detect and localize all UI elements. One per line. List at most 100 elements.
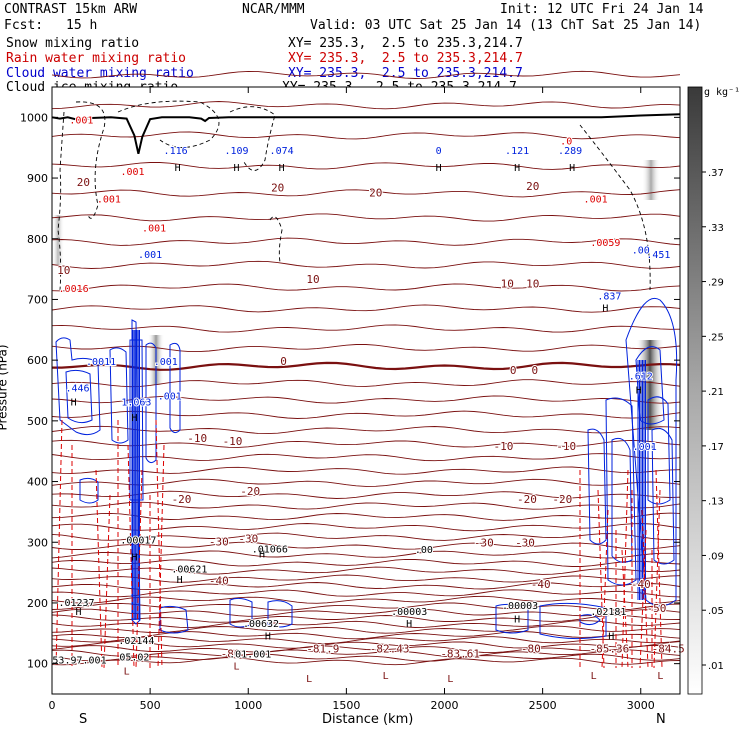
valid-time: Valid: 03 UTC Sat 25 Jan 14 (13 ChT Sat …	[310, 18, 702, 33]
rain-label: .0	[560, 137, 572, 148]
snow-label: .00003	[502, 601, 538, 612]
high-marker: H	[259, 549, 265, 560]
rain-contour	[601, 509, 609, 669]
cloud-water-label: .00	[632, 245, 650, 256]
high-marker: H	[514, 163, 520, 174]
temperature-label: -83.61	[440, 648, 480, 661]
isotherm-line	[51, 283, 681, 292]
forecast-hour: 15 h	[66, 18, 98, 33]
snow-contour	[57, 111, 65, 291]
low-marker: L	[591, 671, 597, 682]
colorbar-tick-label: .09	[708, 551, 724, 562]
cloud-water-contour	[605, 397, 637, 586]
temperature-label: -80	[221, 648, 241, 661]
temperature-label: 20	[526, 180, 539, 193]
y-tick-label: 700	[27, 293, 48, 306]
cloud-water-label: .001	[154, 357, 178, 368]
cloud-water-contour	[65, 369, 93, 424]
low-marker: L	[657, 671, 663, 682]
temperature-label: 10	[57, 264, 70, 277]
north-end-label: N	[656, 712, 666, 727]
y-tick-label: 1000	[20, 111, 48, 124]
isotherm-line	[51, 614, 681, 623]
snow-label: .00	[415, 545, 433, 556]
y-tick-label: 300	[27, 536, 48, 549]
cloud-water-label: .612	[629, 372, 653, 383]
cloud-water-contour	[169, 342, 181, 434]
cloud-water-label: .074	[270, 146, 294, 157]
temperature-label: -80	[521, 643, 541, 656]
temperature-label: -85.36	[590, 643, 630, 656]
snow-label: .00621	[171, 565, 207, 576]
field-cloud-water-name: Cloud water mixing ratio	[6, 66, 194, 81]
y-tick-label: 800	[27, 233, 48, 246]
cloud-water-label: .289	[558, 146, 582, 157]
cloud-water-contour	[579, 614, 601, 626]
isotherm-line	[51, 631, 681, 640]
cloud-water-label: .0011	[86, 357, 116, 368]
terrain-line	[51, 113, 681, 155]
temperature-label: -82.43	[370, 643, 410, 656]
colorbar-tick-label: .01	[708, 661, 724, 672]
colorbar-tick-label: .33	[708, 223, 724, 234]
cloud-water-label: .837	[597, 291, 621, 302]
rain-contour	[655, 469, 663, 669]
temperature-label: -40	[631, 578, 651, 591]
cloud-water-label: .001	[633, 442, 657, 453]
high-marker: H	[265, 631, 271, 642]
isotherm-line	[51, 566, 681, 575]
high-marker: H	[71, 398, 77, 409]
isotherm-line	[51, 237, 681, 246]
cloud-water-label: .001	[158, 392, 182, 403]
isotherm-line	[51, 532, 681, 541]
y-tick-label: 100	[27, 658, 48, 671]
high-marker: H	[436, 163, 442, 174]
isotherm-line	[51, 550, 681, 559]
rain-contour	[621, 549, 629, 669]
rain-label: .001	[120, 167, 144, 178]
cloud-water-contour	[587, 428, 607, 545]
field-rain-name: Rain water mixing ratio	[6, 51, 187, 66]
snow-label: .00017	[120, 536, 156, 547]
snow-contour	[579, 124, 651, 291]
isotherm-line	[51, 501, 681, 510]
init-time: Init: 12 UTC Fri 24 Jan 14	[500, 2, 704, 17]
temperature-label: 10	[501, 277, 514, 290]
isotherm-line	[51, 574, 681, 583]
field-snow-xy: XY= 235.3, 2.5 to 235.3,214.7	[288, 36, 523, 51]
isotherm-line	[51, 608, 681, 617]
temperature-label: 20	[77, 176, 90, 189]
cloud-water-label: .121	[505, 146, 529, 157]
low-marker: L	[124, 667, 130, 678]
low-marker: L	[306, 674, 312, 685]
cloud-water-label: .451	[646, 250, 670, 261]
snow-label: .01066	[252, 545, 288, 556]
rain-label: .001	[69, 115, 93, 126]
rain-contour	[103, 494, 111, 669]
center-label: NCAR/MMM	[242, 2, 305, 17]
temperature-label: -10	[223, 435, 243, 448]
snow-label: .02181	[590, 607, 626, 618]
rain-label: .001	[97, 194, 121, 205]
high-marker: H	[279, 163, 285, 174]
rain-contour	[127, 444, 135, 669]
south-end-label: S	[79, 712, 88, 727]
temperature-label: 20	[271, 181, 284, 194]
rain-contour	[621, 469, 629, 669]
isotherm-line	[51, 558, 681, 567]
isotherm-line	[51, 657, 681, 666]
temperature-label: -10	[493, 440, 513, 453]
rain-label: .001	[142, 224, 166, 235]
snow-label: .01237	[58, 598, 94, 609]
isotherm-line	[51, 70, 681, 79]
cloud-water-contour	[229, 597, 253, 628]
y-tick-label: 400	[27, 476, 48, 489]
y-axis-label: Pressure (hPa)	[0, 344, 10, 431]
isotherm-line	[51, 101, 681, 110]
isotherm-line	[51, 162, 681, 170]
cloud-water-contour	[79, 477, 99, 504]
isotherm-line	[51, 131, 681, 140]
temperature-label: -81.9	[306, 643, 339, 656]
colorbar-tick-label: .17	[708, 442, 724, 453]
